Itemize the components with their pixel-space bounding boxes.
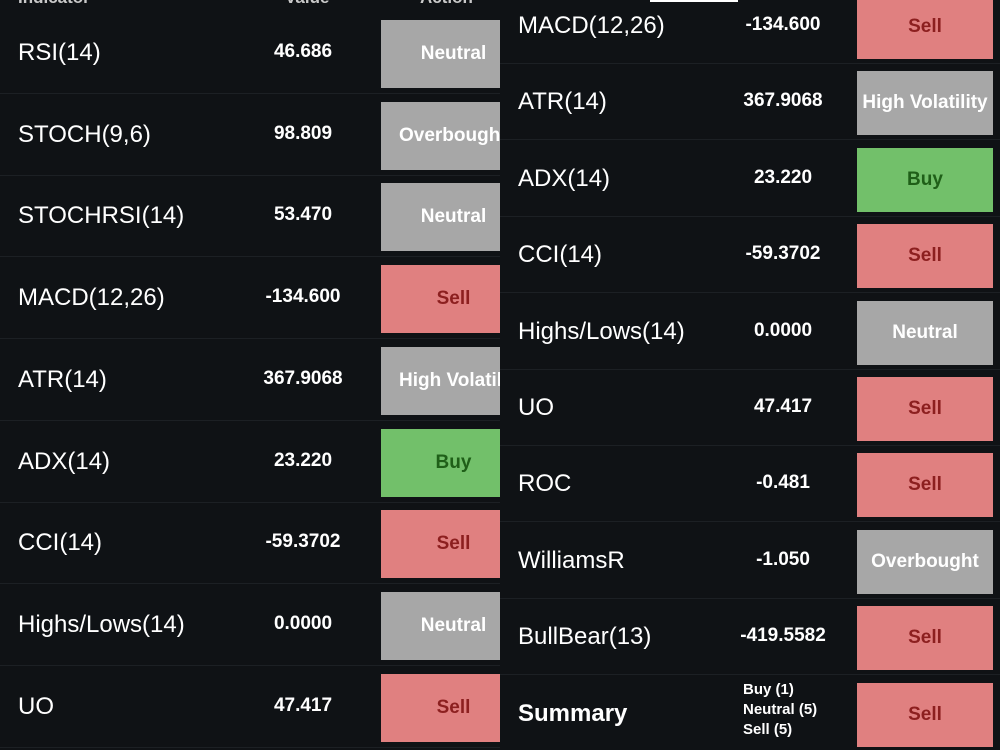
- indicator-value: -59.3702: [745, 243, 821, 265]
- action-badge-hv[interactable]: High Volatility: [381, 346, 500, 415]
- indicator-value: -1.050: [756, 548, 810, 570]
- indicator-value: 23.220: [753, 166, 813, 188]
- indicator-row[interactable]: Highs/Lows(14) 0.0000 Neutral: [0, 585, 500, 666]
- indicator-value: 0.0000: [753, 319, 813, 341]
- action-badge-neutral[interactable]: Neutral: [381, 183, 500, 252]
- indicator-value: 0.0000: [273, 612, 333, 634]
- indicator-row[interactable]: BullBear(13) -419.5582 Sell: [500, 599, 1000, 676]
- indicator-value: 53.470: [273, 204, 333, 226]
- summary-count-sell: Sell (5): [743, 720, 793, 738]
- action-badge-sell[interactable]: Sell: [857, 453, 993, 518]
- action-badge-buy[interactable]: Buy: [381, 428, 500, 497]
- indicator-name: MACD(12,26): [18, 284, 165, 312]
- indicator-row[interactable]: UO 47.417 Sell: [500, 370, 1000, 446]
- indicators-panel-left: Indicator Value Action RSI(14) 46.686 Neut…: [0, 0, 500, 748]
- indicator-row[interactable]: ROC -0.481 Sell: [500, 446, 1000, 523]
- action-badge-sell[interactable]: Sell: [381, 673, 500, 742]
- indicator-row[interactable]: STOCHRSI(14) 53.470 Neutral: [0, 176, 500, 258]
- indicator-row[interactable]: ADX(14) 23.220 Buy: [0, 422, 500, 503]
- indicator-name: UO: [18, 692, 54, 720]
- indicator-value: 23.220: [273, 449, 333, 471]
- indicator-value: -134.600: [265, 286, 341, 308]
- indicator-row[interactable]: ADX(14) 23.220 Buy: [500, 141, 1000, 217]
- indicator-name: Highs/Lows(14): [518, 317, 685, 345]
- indicator-row[interactable]: ATR(14) 367.9068 High Volatility: [500, 64, 1000, 141]
- indicator-name: CCI(14): [18, 529, 103, 557]
- col-indicator-header: Indicator: [18, 0, 90, 8]
- indicator-row[interactable]: Highs/Lows(14) 0.0000 Neutral: [500, 294, 1000, 370]
- indicator-value: 46.686: [273, 41, 333, 62]
- indicator-name: MACD(12,26): [518, 12, 665, 39]
- indicator-row[interactable]: CCI(14) -59.3702 Sell: [500, 217, 1000, 294]
- indicator-name: ADX(14): [18, 447, 111, 475]
- indicator-value: 98.809: [273, 122, 333, 144]
- summary-count-neutral: Neutral (5): [743, 700, 818, 718]
- indicator-row[interactable]: ATR(14) 367.9068 High Volatility: [0, 340, 500, 421]
- indicator-row[interactable]: MACD(12,26) -134.600 Sell: [0, 258, 500, 340]
- indicator-name: RSI(14): [18, 39, 101, 66]
- indicator-name: STOCH(9,6): [18, 120, 151, 148]
- indicator-value: -134.600: [745, 14, 821, 35]
- header-underline: [650, 0, 738, 2]
- summary-label: Summary: [518, 699, 628, 727]
- action-badge-buy[interactable]: Buy: [857, 147, 993, 212]
- action-badge-sell[interactable]: Sell: [857, 0, 993, 59]
- indicator-row[interactable]: UO 47.417 Sell: [0, 667, 500, 748]
- summary-count-buy: Buy (1): [743, 680, 794, 698]
- summary-row: Summary Buy (1) Neutral (5) Sell (5) Sell: [500, 676, 1000, 750]
- indicator-row[interactable]: MACD(12,26) -134.600 Sell: [500, 0, 1000, 64]
- indicator-name: UO: [518, 394, 554, 421]
- indicator-value: 367.9068: [263, 367, 343, 389]
- indicator-name: STOCHRSI(14): [18, 202, 185, 230]
- col-action-header: Action: [420, 0, 473, 8]
- action-badge-ob[interactable]: Overbought: [381, 101, 500, 170]
- indicator-name: ATR(14): [18, 365, 107, 393]
- action-badge-neutral[interactable]: Neutral: [381, 20, 500, 88]
- action-badge-sell[interactable]: Sell: [857, 606, 993, 671]
- table-header: Indicator Value Action: [0, 0, 500, 7]
- action-badge-neutral[interactable]: Neutral: [381, 591, 500, 660]
- indicator-row[interactable]: STOCH(9,6) 98.809 Overbought: [0, 95, 500, 176]
- summary-action-badge[interactable]: Sell: [857, 682, 993, 747]
- indicator-value: -0.481: [756, 472, 810, 494]
- action-badge-neutral[interactable]: Neutral: [857, 300, 993, 365]
- action-badge-sell[interactable]: Sell: [857, 377, 993, 441]
- indicator-row[interactable]: CCI(14) -59.3702 Sell: [0, 503, 500, 585]
- action-badge-sell[interactable]: Sell: [381, 265, 500, 334]
- indicators-panel-right: MACD(12,26) -134.600 Sell ATR(14) 367.9068 Hi…: [500, 0, 1000, 750]
- indicator-value: 367.9068: [743, 90, 823, 112]
- indicator-name: CCI(14): [518, 241, 603, 269]
- action-badge-ob[interactable]: Overbought: [857, 529, 993, 594]
- indicator-name: ROC: [518, 470, 572, 498]
- action-badge-sell[interactable]: Sell: [381, 510, 500, 579]
- indicator-row[interactable]: WilliamsR -1.050 Overbought: [500, 523, 1000, 599]
- indicator-value: 47.417: [753, 396, 813, 417]
- indicator-row[interactable]: RSI(14) 46.686 Neutral: [0, 13, 500, 94]
- summary-counts: Buy (1) Neutral (5) Sell (5): [743, 680, 817, 740]
- indicator-name: Highs/Lows(14): [18, 610, 185, 638]
- indicator-value: -419.5582: [740, 625, 826, 647]
- indicator-value: -59.3702: [265, 531, 341, 553]
- indicator-name: WilliamsR: [518, 546, 625, 574]
- col-value-header: Value: [285, 0, 329, 8]
- indicator-name: BullBear(13): [518, 623, 652, 651]
- action-badge-sell[interactable]: Sell: [857, 224, 993, 289]
- action-badge-hv[interactable]: High Volatility: [857, 71, 993, 136]
- indicator-name: ADX(14): [518, 164, 611, 192]
- indicator-name: ATR(14): [518, 88, 607, 116]
- indicator-value: 47.417: [273, 694, 333, 716]
